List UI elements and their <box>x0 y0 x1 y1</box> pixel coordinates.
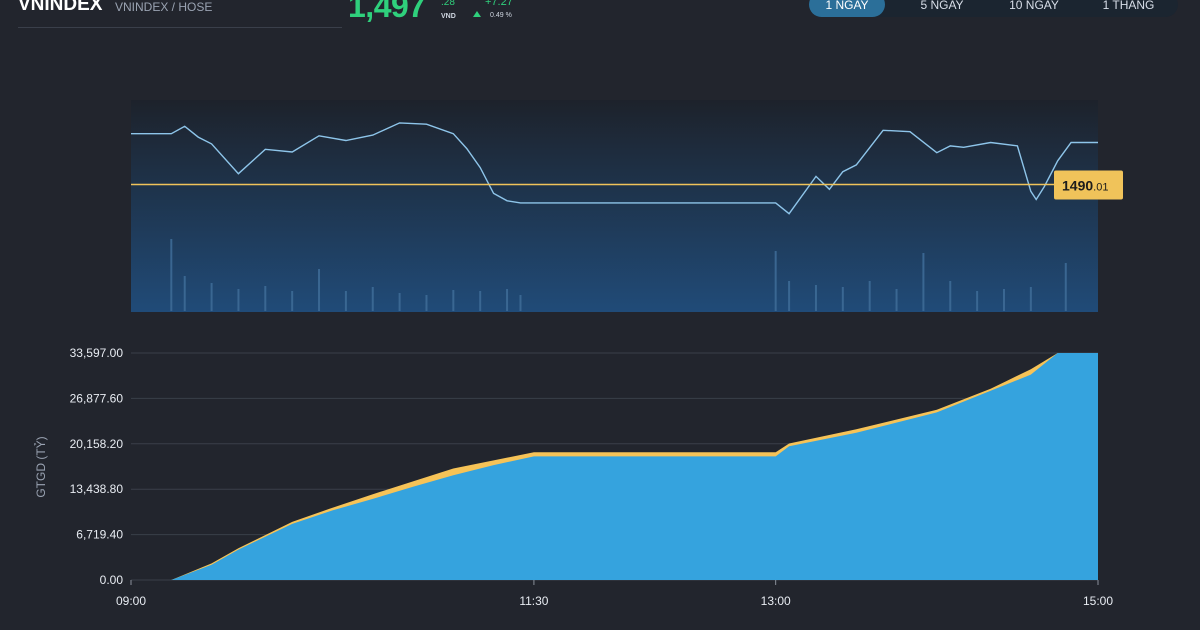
reference-badge <box>1054 170 1123 200</box>
volume-bar <box>949 281 952 311</box>
price-value: 1,497 <box>348 0 426 24</box>
volume-bar <box>210 283 213 311</box>
y-tick-label: 0.00 <box>100 573 124 587</box>
volume-bar <box>183 276 186 311</box>
value-area-series-1 <box>131 353 1098 580</box>
x-tick-label: 15:00 <box>1083 594 1113 608</box>
symbol-title: VNINDEX <box>18 0 103 15</box>
y-tick-label: 20,158.20 <box>70 437 124 451</box>
y-tick-label: 13,438.80 <box>70 482 124 496</box>
volume-bar <box>452 290 455 311</box>
change-value: +7.27 <box>485 0 513 8</box>
price-chart-background <box>131 100 1098 312</box>
change-percent: 0.49 % <box>490 12 512 19</box>
tab-10-ngay[interactable]: 10 NGAY <box>1009 0 1059 12</box>
header-divider <box>18 27 342 28</box>
volume-bar <box>170 239 173 311</box>
volume-bar <box>774 251 777 311</box>
volume-bar <box>318 269 321 311</box>
volume-bar <box>895 289 898 311</box>
x-tick-label: 13:00 <box>761 594 791 608</box>
x-tick-label: 11:30 <box>519 594 548 608</box>
tab-1-ngay[interactable]: 1 NGAY <box>809 0 885 17</box>
period-tabs: 1 NGAY 5 NGAY 10 NGAY 1 THANG <box>809 0 1178 17</box>
volume-bar <box>1064 263 1067 311</box>
volume-bar <box>841 287 844 311</box>
tab-1-thang[interactable]: 1 THANG <box>1102 0 1155 12</box>
volume-bar <box>868 281 871 311</box>
volume-bar <box>1002 289 1005 311</box>
up-arrow-icon <box>473 11 481 17</box>
volume-bar <box>264 286 267 311</box>
volume-bar <box>479 291 482 311</box>
price-unit: VND <box>441 13 456 20</box>
reference-label: 1490.01 <box>1062 177 1108 193</box>
y-tick-label: 33,597.00 <box>70 346 124 360</box>
price-chart: 1490.01 <box>131 100 1123 312</box>
value-chart: 0.00 6,719.40 13,438.80 20,158.20 26,877.60 3… <box>33 346 1113 608</box>
volume-bar <box>922 253 925 311</box>
x-tick-label: 09:00 <box>116 594 146 608</box>
y-tick-label: 6,719.40 <box>76 528 123 542</box>
tab-5-ngay[interactable]: 5 NGAY <box>920 0 964 12</box>
y-tick-label: 26,877.60 <box>70 391 124 405</box>
volume-bar <box>788 281 791 311</box>
volume-bar <box>506 289 509 311</box>
price-line <box>131 122 1098 215</box>
volume-bar <box>237 289 240 311</box>
volume-bar <box>291 291 294 311</box>
volume-bar <box>344 291 347 311</box>
exchange-label: VNINDEX / HOSE <box>115 0 213 14</box>
volume-bar <box>398 293 401 311</box>
volume-bar <box>976 291 979 311</box>
price-decimal: .28 <box>441 0 455 8</box>
y-axis-label: GTGD (TỶ) <box>33 436 48 497</box>
volume-bar <box>1029 287 1032 311</box>
volume-bar <box>519 295 522 311</box>
volume-bar <box>371 287 374 311</box>
volume-bar <box>425 295 428 311</box>
volume-bar <box>814 285 817 311</box>
